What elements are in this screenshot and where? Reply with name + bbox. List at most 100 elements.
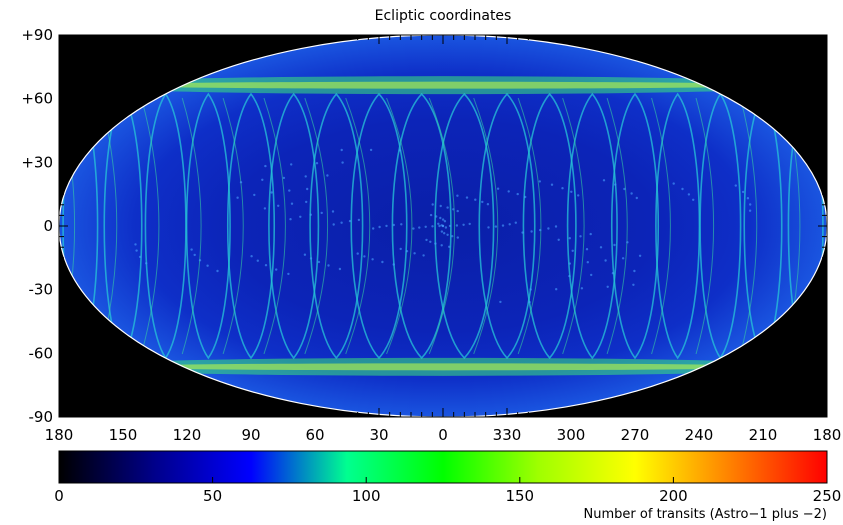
- colorbar-tick-label: 200: [659, 487, 688, 505]
- density-speckle: [444, 226, 448, 229]
- density-speckle: [474, 198, 477, 201]
- density-speckle: [692, 198, 695, 201]
- density-speckle: [621, 257, 625, 260]
- density-speckle: [748, 209, 752, 212]
- density-speckle: [261, 178, 264, 181]
- y-tick-label: +60: [21, 90, 53, 108]
- y-tick-label: -30: [29, 281, 54, 299]
- density-speckle: [190, 248, 193, 251]
- density-speckle: [399, 247, 402, 251]
- density-speckle: [630, 192, 633, 195]
- transit-arc: [740, 97, 758, 355]
- x-tick-label: 240: [685, 426, 714, 444]
- density-speckle: [529, 288, 532, 291]
- density-speckle: [422, 254, 425, 257]
- density-speckle: [193, 253, 196, 257]
- density-speckle: [392, 223, 395, 227]
- transit-arc: [606, 97, 628, 355]
- density-speckle: [331, 210, 335, 213]
- colorbar-tick-label: 0: [54, 487, 64, 505]
- density-speckle: [508, 223, 511, 226]
- density-speckle: [304, 175, 307, 178]
- density-speckle: [431, 225, 434, 228]
- density-speckle: [412, 227, 415, 230]
- density-speckle: [315, 162, 319, 165]
- density-speckle: [332, 223, 335, 226]
- density-speckle: [570, 190, 573, 193]
- density-speckle: [550, 183, 554, 186]
- density-speckle: [589, 232, 592, 236]
- transit-loop: [350, 92, 408, 360]
- y-tick-label: -90: [29, 408, 54, 426]
- density-speckle: [539, 228, 542, 232]
- transit-arc: [695, 97, 715, 355]
- density-speckle: [145, 262, 148, 265]
- density-speckle: [741, 190, 745, 194]
- x-tick-label: 180: [45, 426, 74, 444]
- density-speckle: [425, 238, 428, 242]
- density-speckle: [198, 259, 202, 262]
- transit-loop: [185, 92, 231, 360]
- density-speckle: [400, 223, 403, 226]
- density-speckle: [378, 225, 381, 229]
- x-tick-label: 60: [305, 426, 324, 444]
- density-speckle: [568, 262, 571, 265]
- density-speckle: [288, 189, 291, 192]
- density-speckle: [554, 225, 558, 228]
- density-speckle: [429, 213, 433, 217]
- density-speckle: [134, 243, 137, 246]
- density-speckle: [501, 224, 505, 227]
- density-speckle: [440, 230, 444, 233]
- density-speckle: [486, 203, 490, 206]
- density-speckle: [440, 244, 443, 247]
- transit-arc: [473, 97, 499, 355]
- density-speckle: [456, 209, 459, 213]
- density-speckle: [446, 233, 449, 236]
- density-speckle: [481, 200, 484, 204]
- density-speckle: [275, 268, 278, 271]
- density-speckle: [357, 218, 361, 222]
- density-speckle: [434, 242, 437, 245]
- density-speckle: [441, 218, 445, 221]
- density-speckle: [418, 226, 421, 229]
- density-speckle: [303, 253, 307, 256]
- density-speckle: [451, 235, 454, 238]
- density-speckle: [340, 148, 343, 152]
- density-speckle: [547, 227, 550, 230]
- x-tick-label: 120: [173, 426, 202, 444]
- transit-loop: [227, 92, 275, 360]
- density-speckle: [264, 164, 267, 168]
- density-speckle: [299, 215, 302, 218]
- y-tick-label: 0: [43, 217, 53, 235]
- transit-arc: [428, 97, 455, 355]
- transit-loop: [391, 92, 452, 360]
- transit-arc: [562, 97, 585, 355]
- transit-arc: [181, 97, 202, 355]
- transit-loop: [309, 92, 364, 360]
- transit-arc: [517, 97, 542, 355]
- density-speckle: [326, 174, 329, 177]
- density-speckle: [557, 238, 560, 241]
- x-tick-label: 300: [557, 426, 586, 444]
- transit-arc: [263, 97, 286, 355]
- x-axis: 180 150 120 90 60 30 0 330 300 270 240 210 180: [45, 35, 841, 444]
- density-speckle: [530, 230, 533, 233]
- density-speckle: [507, 190, 510, 193]
- density-speckle: [439, 216, 442, 220]
- density-speckle: [270, 191, 273, 194]
- density-speckle: [287, 272, 290, 276]
- density-speckle: [528, 300, 531, 304]
- density-speckle: [555, 288, 558, 291]
- density-speckle: [602, 179, 606, 182]
- density-speckle: [320, 211, 323, 215]
- density-speckle: [369, 148, 373, 152]
- density-speckle: [585, 248, 589, 251]
- density-speckle: [363, 255, 366, 258]
- density-speckle: [538, 180, 541, 183]
- y-tick-label: -60: [29, 344, 54, 362]
- density-speckle: [424, 225, 427, 228]
- density-speckle: [561, 187, 564, 190]
- colorbar-axis: 0 50 100 150 200 250: [54, 477, 841, 505]
- density-speckle: [440, 224, 443, 227]
- transit-arc: [140, 97, 160, 355]
